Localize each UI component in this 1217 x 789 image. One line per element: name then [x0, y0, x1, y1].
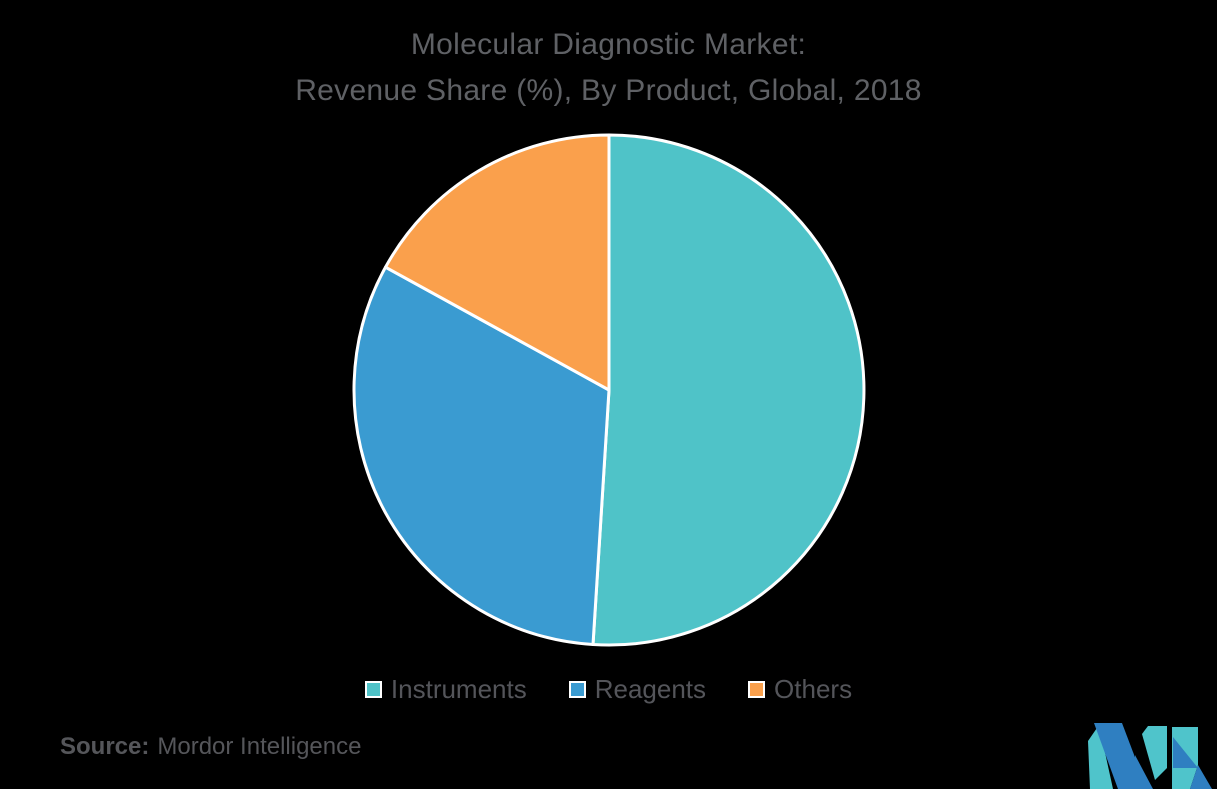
- logo-middle-shadow-triangle: [1135, 755, 1153, 789]
- logo-right-inner-triangle: [1173, 737, 1198, 768]
- pie-chart-area: [350, 131, 868, 649]
- chart-title-line2: Revenue Share (%), By Product, Global, 2…: [295, 74, 922, 107]
- source-text: Mordor Intelligence: [157, 733, 362, 760]
- legend-label-others: Others: [774, 674, 853, 704]
- legend: Instruments Reagents Others: [0, 674, 1217, 705]
- legend-item-instruments[interactable]: Instruments: [364, 674, 527, 705]
- chart-title-line1: Molecular Diagnostic Market:: [410, 28, 807, 61]
- legend-label-reagents: Reagents: [594, 674, 707, 704]
- legend-swatch-instruments: [364, 681, 382, 698]
- legend-item-others[interactable]: Others: [748, 674, 852, 705]
- legend-item-reagents[interactable]: Reagents: [568, 674, 707, 705]
- pie-slice-others[interactable]: [384, 133, 611, 392]
- pie-slice-reagents[interactable]: [352, 265, 611, 646]
- mordor-intelligence-logo: [1088, 723, 1212, 789]
- logo-middle-up-stroke: [1142, 726, 1167, 780]
- pie-slice-instruments[interactable]: [591, 133, 866, 647]
- pie-chart: [352, 133, 866, 647]
- source-line: Source: Mordor Intelligence: [60, 733, 361, 761]
- logo-left-back-stroke: [1088, 725, 1113, 789]
- logo-right-corner-triangle: [1190, 765, 1212, 789]
- source-label: Source:: [60, 733, 150, 760]
- legend-swatch-reagents: [568, 681, 586, 698]
- legend-swatch-others: [748, 681, 766, 698]
- chart-title: Molecular Diagnostic Market: Revenue Sha…: [0, 22, 1217, 114]
- logo-left-down-stroke: [1094, 723, 1147, 789]
- legend-label-instruments: Instruments: [390, 674, 527, 704]
